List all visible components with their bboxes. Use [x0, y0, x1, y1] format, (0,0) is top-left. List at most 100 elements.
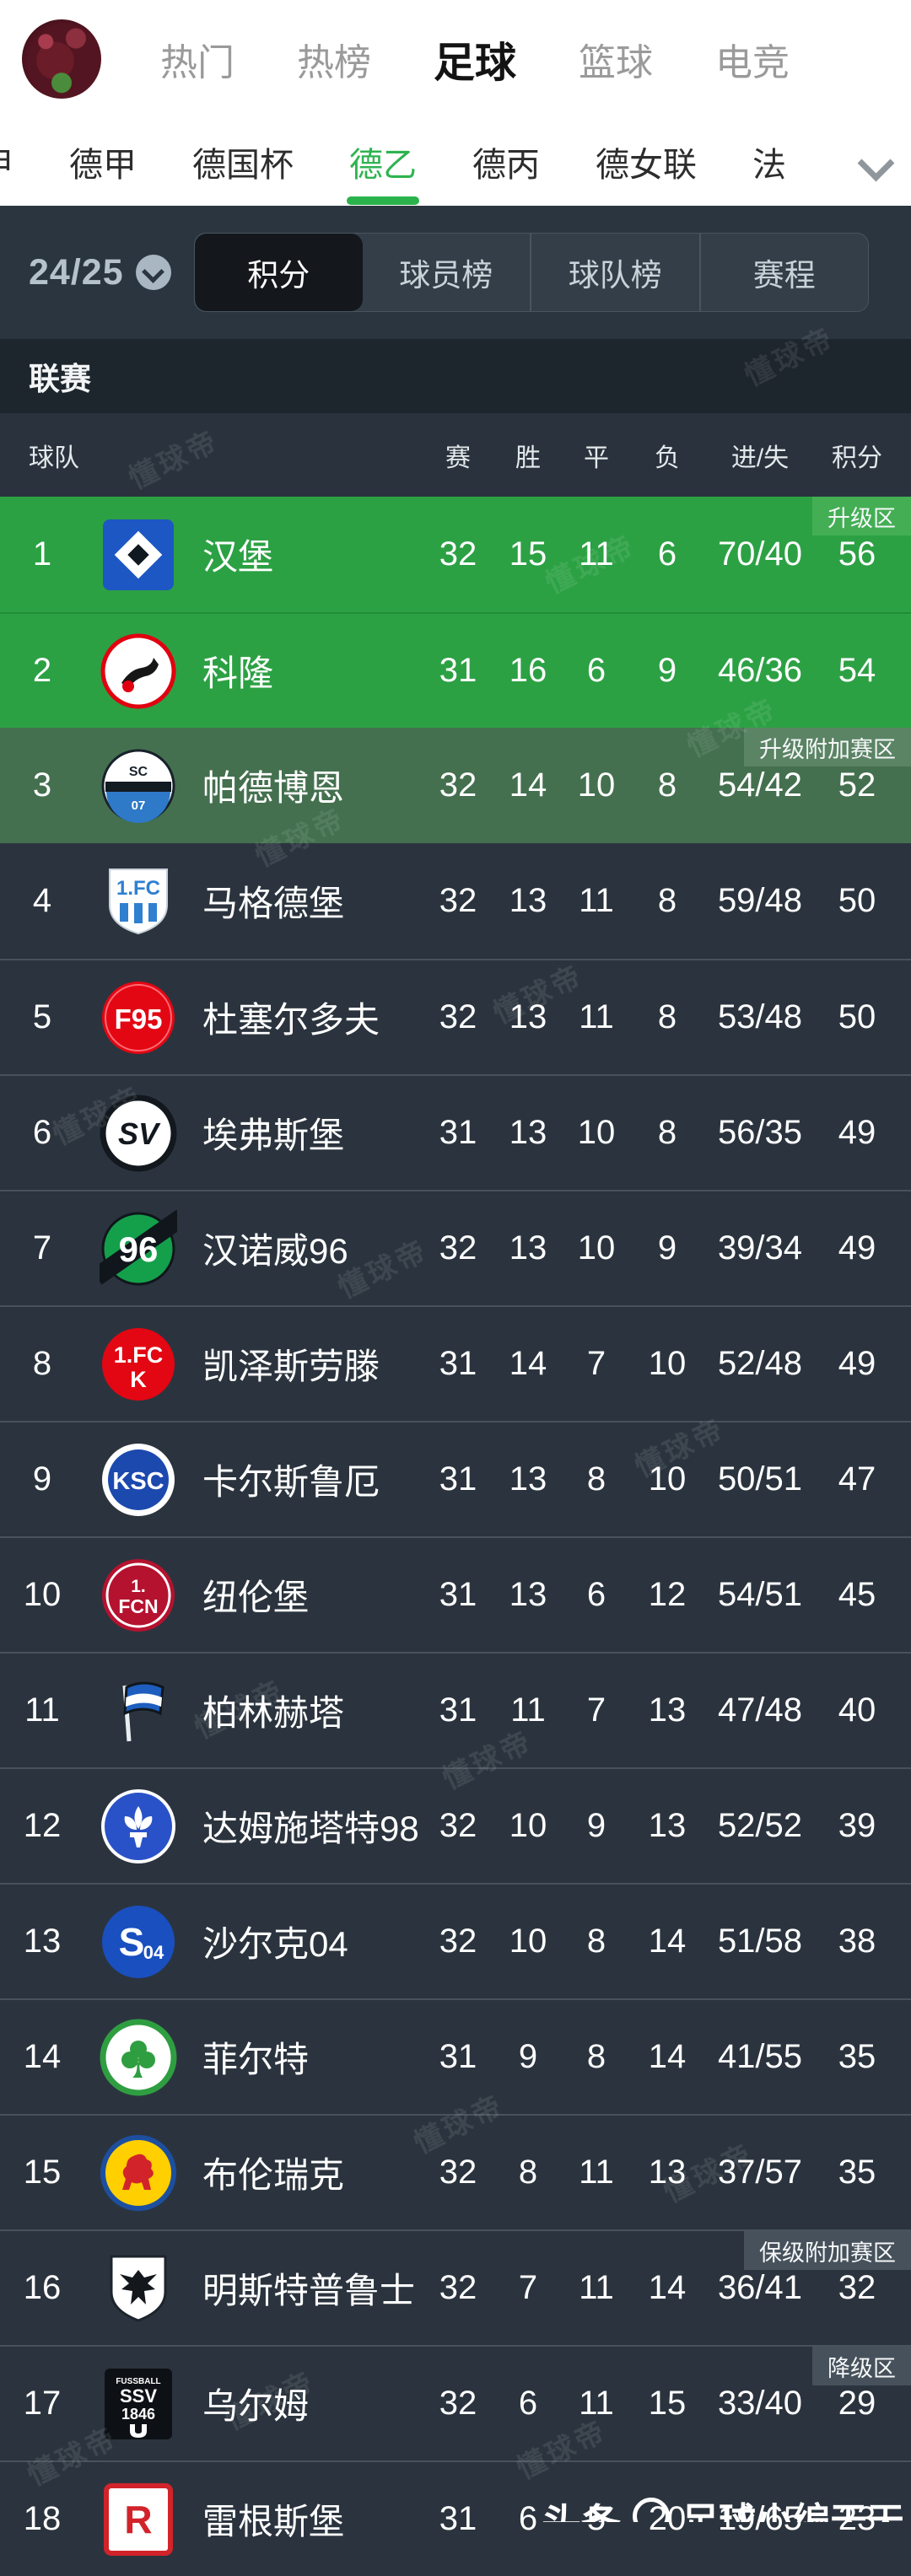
wins: 15	[509, 535, 547, 573]
losses: 13	[648, 1807, 687, 1844]
zone-badge: 升级区	[812, 497, 911, 535]
team-logo-elversberg: SV	[100, 1094, 177, 1172]
losses: 6	[657, 535, 677, 573]
league-tab-partial-right[interactable]: 法	[752, 147, 786, 184]
draws: 9	[586, 1807, 606, 1844]
wins: 7	[518, 2269, 538, 2306]
team-name: 汉诺威96	[202, 1231, 348, 1271]
draws: 11	[579, 2269, 614, 2306]
team-logo-magdeburg: 1.FC	[100, 863, 177, 940]
team-name: 菲尔特	[202, 2040, 310, 2079]
wins: 8	[518, 2154, 538, 2191]
team-logo-nurnberg: 1. FCN	[100, 1557, 177, 1634]
table-row[interactable]: 11 柏林赫塔 31 11 7 13 47/48 40	[0, 1652, 911, 1767]
league-tab-frauen[interactable]: 德女联	[596, 147, 697, 184]
table-row[interactable]: 15 布伦瑞克 32 8 11 13 37/57 35	[0, 2114, 911, 2229]
table-row[interactable]: 1 汉堡 32 15 11 6 70/40 56 升级区	[0, 497, 911, 612]
played: 31	[439, 2038, 477, 2075]
svg-text:04: 04	[143, 1942, 164, 1963]
svg-text:SSV: SSV	[120, 2385, 157, 2407]
rank: 4	[32, 882, 52, 919]
draws: 6	[586, 652, 606, 689]
goals: 59/48	[717, 882, 803, 919]
losses: 8	[657, 1114, 677, 1151]
wins: 13	[509, 1229, 547, 1266]
svg-text:K: K	[130, 1367, 147, 1392]
table-row[interactable]: 6 SV 埃弗斯堡 31 13 10 8 56/35 49	[0, 1074, 911, 1190]
credit-avatar-icon	[633, 2498, 670, 2522]
rank: 18	[23, 2500, 62, 2537]
rank: 14	[23, 2038, 62, 2075]
team-logo-munster	[100, 2250, 177, 2327]
team-name: 汉堡	[202, 537, 274, 577]
losses: 9	[657, 1229, 677, 1266]
top-tab-esports[interactable]: 电竞	[715, 42, 790, 83]
team-logo-regensburg: R	[100, 2481, 177, 2558]
draws: 7	[586, 1345, 606, 1382]
svg-text:96: 96	[119, 1229, 159, 1269]
table-row[interactable]: 9 KSC 卡尔斯鲁厄 31 13 8 10 50/51 47	[0, 1421, 911, 1536]
team-logo-braunschweig	[100, 2134, 177, 2212]
team-name: 杜塞尔多夫	[202, 1000, 380, 1040]
svg-text:KSC: KSC	[112, 1468, 164, 1495]
team-logo-ulm: FUSSBALL SSV 1846	[100, 2365, 177, 2443]
top-tab-basketball[interactable]: 篮球	[579, 42, 654, 83]
table-row[interactable]: 2 科隆 31 16 6 9 46/36 54	[0, 612, 911, 728]
goals: 37/57	[717, 2154, 803, 2191]
svg-text:FCN: FCN	[118, 1595, 158, 1617]
league-nav: 甲 德甲 德国杯 德乙 德丙 德女联 法	[0, 118, 911, 206]
wins: 6	[518, 2385, 538, 2422]
table-row[interactable]: 16 明斯特普鲁士 32 7 11 14 36/41 32 保级附加赛区	[0, 2229, 911, 2345]
watermark-credit: 头条 足球小编天天	[542, 2487, 911, 2522]
top-tab-trending[interactable]: 热榜	[297, 42, 371, 83]
rank: 5	[32, 998, 52, 1035]
league-tab-bundesliga[interactable]: 德甲	[69, 147, 137, 184]
draws: 11	[579, 882, 614, 919]
tab-schedule[interactable]: 赛程	[698, 234, 869, 311]
season-caret-icon	[135, 255, 171, 290]
svg-text:S: S	[119, 1920, 145, 1964]
table-row[interactable]: 4 1.FC 马格德堡 32 13 11 8 59/48 50	[0, 843, 911, 959]
goals: 36/41	[717, 2269, 803, 2306]
wins: 13	[509, 1114, 547, 1151]
table-row[interactable]: 17 FUSSBALL SSV 1846 乌尔姆 32 6 11 15 33/40 …	[0, 2345, 911, 2460]
wins: 13	[509, 882, 547, 919]
points: 40	[838, 1691, 876, 1729]
league-tab-liga3[interactable]: 德丙	[472, 147, 540, 184]
tab-teams[interactable]: 球队榜	[530, 234, 699, 311]
top-nav: 热门 热榜 足球 篮球 电竞	[0, 0, 911, 118]
goals: 47/48	[717, 1691, 803, 1729]
user-avatar[interactable]	[22, 19, 101, 99]
table-row[interactable]: 14 菲尔特 31 9 8 14 41/55 35	[0, 1998, 911, 2114]
wins: 14	[509, 1345, 547, 1382]
table-row[interactable]: 5 F95 杜塞尔多夫 32 13 11 8 53/48 50	[0, 959, 911, 1074]
league-tab-bundesliga2[interactable]: 德乙	[349, 137, 417, 186]
draws: 11	[579, 998, 614, 1035]
league-tab-dfb-pokal[interactable]: 德国杯	[192, 147, 294, 184]
losses: 10	[648, 1460, 687, 1498]
credit-brand: 头条	[542, 2491, 621, 2522]
points: 49	[838, 1229, 876, 1266]
losses: 9	[657, 652, 677, 689]
top-tab-hot[interactable]: 热门	[160, 42, 234, 83]
played: 32	[439, 1923, 477, 1960]
rank: 11	[24, 1691, 60, 1729]
top-tab-football[interactable]: 足球	[434, 40, 517, 86]
table-row[interactable]: 7 96 汉诺威96 32 13 10 9 39/34 49	[0, 1190, 911, 1305]
table-row[interactable]: 12 达姆施塔特98 32 10 9 13 52/52 39	[0, 1767, 911, 1883]
losses: 8	[657, 998, 677, 1035]
table-row[interactable]: 3 SC 07 帕德博恩 32 14 10 8 54/42 52 升级附加赛区	[0, 728, 911, 843]
tab-players[interactable]: 球员榜	[399, 258, 493, 293]
rank: 7	[32, 1229, 52, 1266]
zone-badge: 升级附加赛区	[744, 728, 911, 766]
tab-standings[interactable]: 积分	[195, 234, 363, 311]
points: 50	[838, 998, 876, 1035]
table-row[interactable]: 8 1.FC K 凯泽斯劳滕 31 14 7 10 52/48 49	[0, 1305, 911, 1421]
table-row[interactable]: 13 S 04 沙尔克04 32 10 8 14 51/58 38	[0, 1883, 911, 1998]
losses: 12	[648, 1576, 687, 1613]
team-name: 卡尔斯鲁厄	[202, 1462, 380, 1502]
team-name: 达姆施塔特98	[202, 1809, 419, 1848]
table-row[interactable]: 10 1. FCN 纽伦堡 31 13 6 12 54/51 45	[0, 1536, 911, 1652]
league-tab-partial-left[interactable]: 甲	[0, 137, 13, 186]
season-selector[interactable]: 24/25	[29, 206, 171, 339]
